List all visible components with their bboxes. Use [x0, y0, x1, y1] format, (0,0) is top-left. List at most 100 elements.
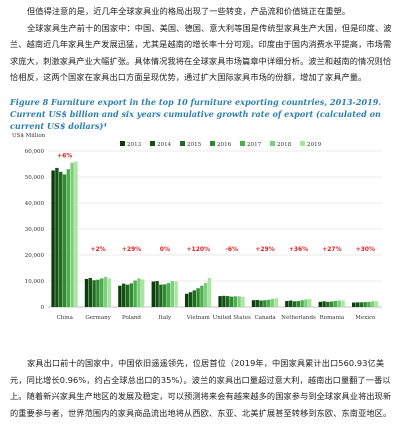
bar: [137, 278, 141, 307]
furniture-export-chart: US$ Million 0 10,000 20,000 30,000 40,000 50,0…: [12, 133, 382, 321]
growth-label: 0%: [160, 246, 170, 253]
intro-body: 全球家具生产前十的国家中：中国、美国、德国、意大利等国是传统型家具生产大国，但是…: [10, 22, 392, 83]
bar: [285, 301, 289, 307]
growth-label: +2%: [90, 246, 105, 253]
bar: [159, 284, 163, 307]
growth-label: +30%: [356, 246, 375, 253]
legend-label: 2017: [247, 142, 262, 148]
bar: [185, 293, 189, 307]
bar: [204, 282, 208, 307]
bar: [92, 280, 96, 307]
bar: [355, 302, 360, 307]
bar: [74, 161, 78, 307]
y-tick-label: 30,000: [25, 227, 45, 233]
bar: [237, 296, 241, 307]
category-label: Romania: [320, 315, 345, 321]
bar: [259, 300, 263, 307]
bar: [200, 285, 204, 307]
category-label: China: [57, 315, 74, 321]
bar: [166, 283, 171, 307]
y-tick-label: 20,000: [25, 253, 45, 259]
legend-label: 2019: [307, 142, 322, 148]
y-tick-label: 50,000: [25, 175, 45, 181]
bar: [352, 302, 356, 307]
bar: [103, 276, 108, 307]
bar: [133, 280, 137, 307]
bar: [289, 300, 293, 307]
bar: [363, 302, 367, 307]
legend-label: 2014: [157, 142, 172, 148]
y-tick-label: 60,000: [25, 149, 45, 155]
bar: [96, 279, 100, 307]
bar: [359, 302, 363, 307]
bar: [292, 301, 297, 307]
bar: [196, 288, 200, 307]
bar: [100, 278, 104, 307]
bar: [241, 296, 245, 307]
bar: [192, 290, 196, 307]
bar: [218, 296, 222, 307]
bar: [62, 174, 67, 307]
category-label: Italy: [159, 315, 172, 321]
legend-swatch: [180, 141, 185, 146]
category-label: Mexico: [355, 315, 376, 321]
bar: [226, 296, 230, 307]
category-label: Germany: [85, 315, 111, 321]
growth-label: +36%: [289, 246, 308, 253]
bar: [59, 171, 63, 307]
bar: [326, 301, 330, 307]
bar: [371, 301, 375, 307]
bar: [55, 167, 59, 307]
bar: [300, 300, 304, 307]
legend-swatch: [300, 141, 305, 146]
bar: [270, 298, 275, 307]
y-tick-label: 40,000: [25, 201, 45, 207]
bar: [255, 299, 259, 307]
legend-label: 2013: [127, 142, 142, 148]
bar: [118, 285, 122, 307]
legend-swatch: [120, 141, 125, 146]
bar: [125, 284, 130, 307]
bar: [341, 300, 345, 307]
figure-caption: Figure 8 Furniture export in the top 10 …: [10, 97, 382, 131]
category-label: Netherlands: [281, 315, 316, 321]
conclusion-paragraph: 家具出口前十的国家中，中国依旧遥遥领先，位居首位（2019年，中国家具累计出口5…: [10, 358, 392, 418]
bar: [107, 278, 111, 307]
category-label: Canada: [255, 315, 277, 321]
legend-label: 2016: [217, 142, 232, 148]
legend-swatch: [240, 141, 245, 146]
bar: [267, 299, 271, 307]
bar: [151, 281, 155, 307]
bar: [333, 301, 338, 307]
bar: [70, 162, 74, 307]
legend-swatch: [150, 141, 155, 146]
y-tick-label: 10,000: [25, 279, 45, 285]
bar: [322, 301, 326, 307]
bar: [129, 283, 133, 307]
bar: [84, 278, 89, 307]
bar: [330, 301, 334, 307]
growth-label: +27%: [322, 246, 341, 253]
bar: [308, 298, 312, 307]
category-label: Vietnam: [186, 315, 211, 321]
legend-label: 2018: [277, 142, 292, 148]
legend-swatch: [270, 141, 275, 146]
intro-line: 但值得注意的是，近几年全球家具业的格局出现了一些转变，产品流和价值链正在重塑。: [27, 6, 351, 16]
bar: [263, 300, 267, 307]
bar: [66, 169, 70, 307]
bar: [251, 300, 256, 307]
legend-swatch: [210, 141, 215, 146]
bar: [122, 283, 126, 307]
category-label: United States: [213, 315, 251, 321]
bar: [367, 301, 371, 307]
y-tick-label: 0: [41, 305, 45, 311]
legend-label: 2015: [187, 142, 202, 148]
growth-label: +29%: [122, 246, 141, 253]
growth-label: -6%: [225, 246, 238, 253]
bar: [374, 301, 379, 307]
intro-paragraphs: 但值得注意的是，近几年全球家具业的格局出现了一些转变，产品流和价值链正在重塑。 …: [10, 3, 392, 86]
bar: [229, 296, 234, 307]
bar: [296, 301, 300, 307]
growth-label: +120%: [187, 246, 211, 253]
growth-label: +6%: [57, 152, 72, 159]
